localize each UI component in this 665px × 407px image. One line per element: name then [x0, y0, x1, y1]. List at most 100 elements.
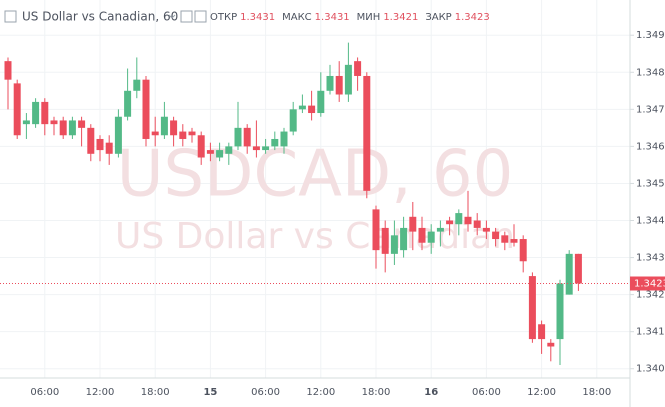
y-tick-label: 1.3470: [636, 104, 665, 115]
candle-body: [519, 239, 527, 262]
candle-body: [565, 253, 573, 295]
candle-body: [344, 64, 352, 95]
candle-body: [482, 227, 490, 232]
y-tick-label: 1.3430: [636, 253, 665, 264]
candle-body: [32, 101, 40, 125]
candle-body: [271, 138, 279, 147]
candle-body: [298, 105, 306, 110]
last-price-label: 1.3423: [634, 279, 665, 290]
legend: ОТКР 1.3431 МАКС 1.3431 МИН 1.3421 ЗАКР 1.3423: [210, 12, 490, 23]
candle-body: [556, 283, 564, 340]
candle-body: [105, 142, 113, 154]
candle-body: [547, 342, 555, 347]
candle-body: [427, 231, 435, 243]
candle-body: [197, 135, 205, 158]
candle-body: [262, 146, 270, 151]
candle-body: [124, 90, 132, 117]
candle-body: [179, 131, 187, 139]
watermark-symbol: USDCAD, 60: [117, 138, 514, 212]
legend-value: 1.3423: [455, 12, 490, 23]
candle-body: [4, 61, 12, 80]
x-tick-label: 18:00: [141, 387, 170, 398]
x-tick-label: 15: [203, 387, 217, 398]
candle-body: [151, 131, 159, 136]
candle-body: [216, 150, 224, 158]
x-tick-label: 12:00: [306, 387, 335, 398]
legend-value: 1.3431: [240, 12, 275, 23]
candle-body: [22, 120, 30, 125]
candle-body: [473, 220, 481, 228]
candle-body: [188, 131, 196, 136]
grid: [0, 0, 630, 378]
candle-body: [234, 127, 242, 147]
x-tick-label: 06:00: [251, 387, 280, 398]
candle-body: [574, 253, 582, 284]
legend-title: US Dollar vs Canadian, 60: [22, 10, 178, 24]
candle-body: [280, 131, 288, 147]
candle-body: [41, 101, 49, 125]
axes: 1.3400 1.3410 1.3420 1.3430 1.3440 1.3450 1.34…: [30, 30, 665, 398]
candle-body: [418, 227, 426, 243]
x-tick-label: 16: [424, 387, 438, 398]
candle-body: [225, 146, 233, 154]
candle-body: [372, 209, 380, 251]
candle-body: [243, 127, 251, 147]
candle-body: [381, 227, 389, 254]
candle-body: [87, 127, 95, 154]
candle-body: [464, 216, 472, 225]
candle-body: [50, 120, 58, 125]
legend-label: ЗАКР: [425, 12, 451, 23]
candle-body: [400, 227, 408, 251]
legend-label: МИН: [357, 12, 381, 23]
candle-body: [326, 75, 334, 91]
candle-body: [354, 61, 362, 76]
symbol-icon: [4, 10, 17, 23]
close-icon[interactable]: [194, 10, 207, 23]
candle-body: [133, 79, 141, 91]
candle-body: [501, 235, 509, 243]
x-tick-label: 06:00: [472, 387, 501, 398]
candle-body: [289, 109, 297, 132]
legend-label: МАКС: [282, 12, 312, 23]
candle-body: [409, 216, 417, 232]
candle-body: [68, 120, 76, 136]
plot: [0, 42, 630, 366]
candle-body: [492, 231, 500, 240]
legend-chevron[interactable]: [168, 14, 176, 19]
candle-body: [59, 120, 67, 136]
y-tick-label: 1.3410: [636, 327, 665, 338]
candle-body: [142, 79, 150, 139]
candle-body: [13, 83, 21, 136]
legend-label: ОТКР: [210, 12, 237, 23]
x-tick-label: 18:00: [582, 387, 611, 398]
y-tick-label: 1.3420: [636, 290, 665, 301]
x-tick-label: 12:00: [527, 387, 556, 398]
candle-body: [308, 105, 316, 114]
candle-body: [528, 276, 536, 340]
candle-body: [510, 239, 518, 243]
settings-icon[interactable]: [180, 10, 193, 23]
y-tick-label: 1.3400: [636, 364, 665, 375]
legend-value: 1.3431: [315, 12, 350, 23]
last-price-tag: [630, 276, 665, 291]
candle-body: [538, 324, 546, 340]
x-tick-label: 18:00: [362, 387, 391, 398]
candle-body: [170, 120, 178, 136]
candle-body: [446, 220, 454, 225]
candle-body: [335, 75, 343, 95]
candle-body: [160, 116, 168, 136]
candle-body: [390, 235, 398, 254]
candle-body: [436, 227, 444, 232]
candle-body: [78, 120, 86, 128]
watermark-name: US Dollar vs Canadian: [115, 216, 515, 257]
candle-body: [455, 213, 463, 225]
legend-value: 1.3421: [383, 12, 418, 23]
x-tick-label: 12:00: [86, 387, 115, 398]
y-tick-label: 1.3460: [636, 141, 665, 152]
candle-body: [363, 75, 371, 191]
candle-body: [252, 146, 260, 151]
x-tick-label: 06:00: [30, 387, 59, 398]
y-tick-label: 1.3440: [636, 216, 665, 227]
